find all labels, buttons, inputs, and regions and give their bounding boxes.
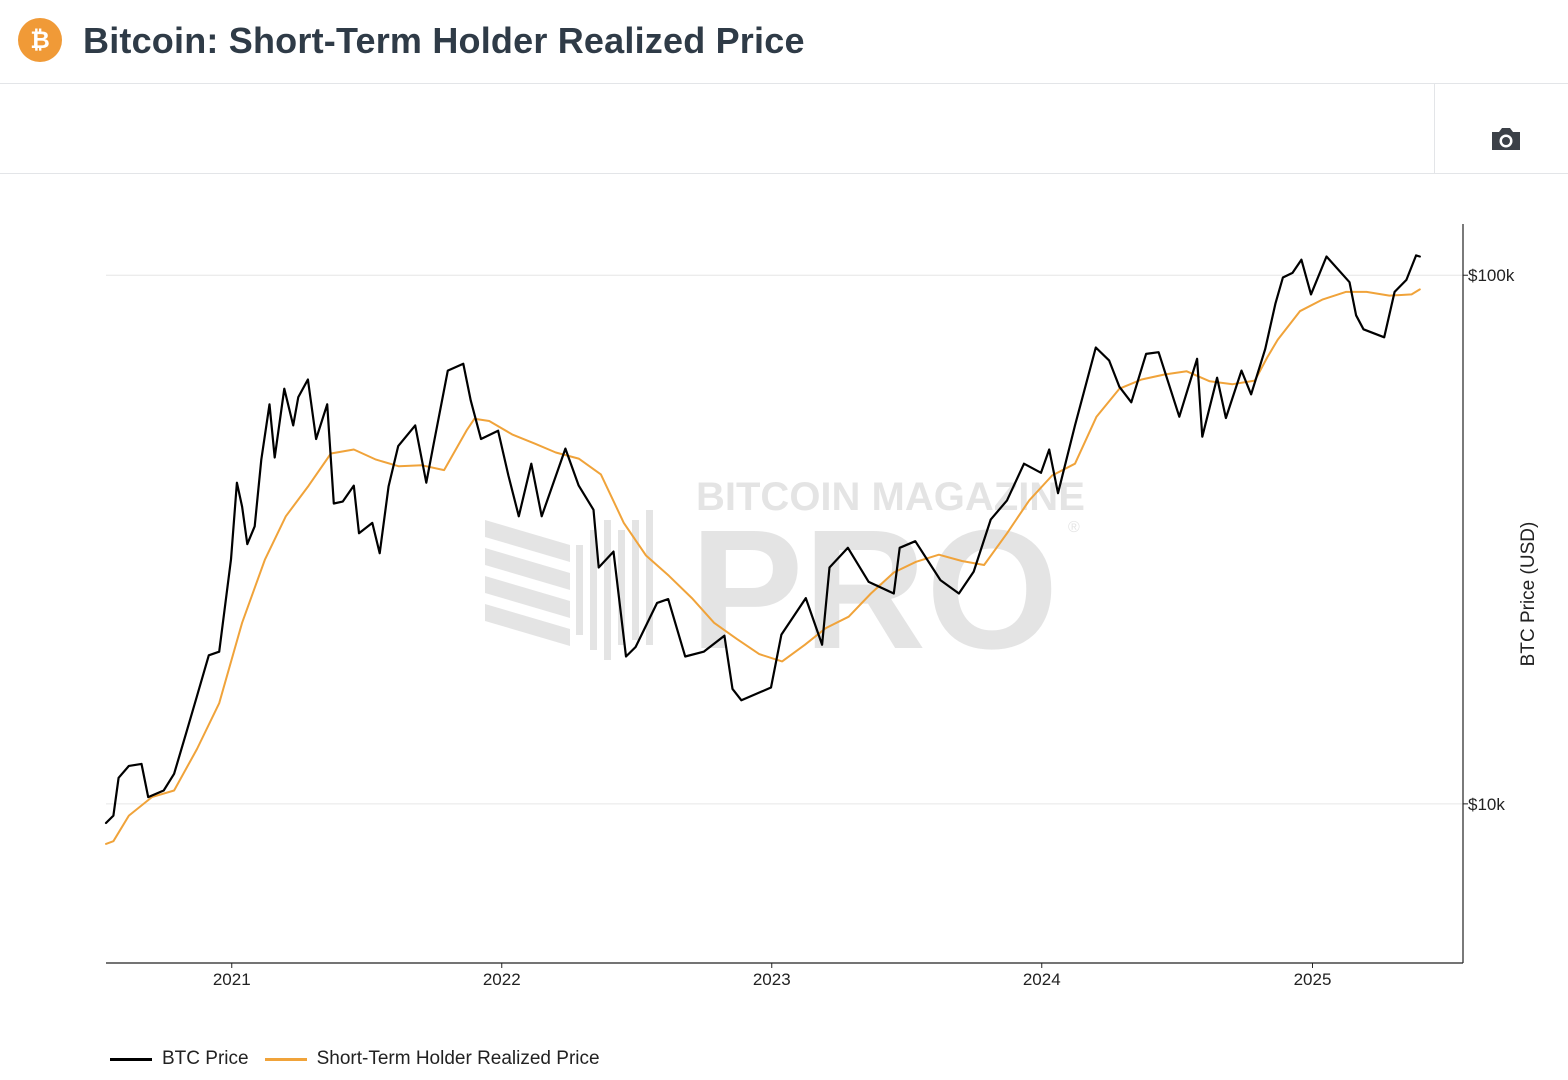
x-tick-label: 2025 (1294, 970, 1332, 989)
chart-legend: BTC Price Short-Term Holder Realized Pri… (110, 1046, 616, 1072)
chart-area: BITCOIN MAGAZINE PRO ® 2021 2022 2023 2024 2… (104, 224, 1539, 989)
x-tick-label: 2023 (753, 970, 791, 989)
x-tick-label: 2024 (1023, 970, 1061, 989)
watermark-logo-mark (485, 510, 653, 660)
bitcoin-logo-icon: ₿ (18, 18, 62, 62)
watermark: BITCOIN MAGAZINE PRO ® (485, 475, 1085, 685)
y-tick-label: $10k (1468, 795, 1505, 814)
legend-item-sth-realized-price[interactable]: Short-Term Holder Realized Price (264, 1048, 600, 1070)
camera-button[interactable] (1486, 120, 1526, 160)
legend-item-btc-price[interactable]: BTC Price (110, 1048, 249, 1070)
bitcoin-logo-glyph: ₿ (30, 26, 50, 54)
watermark-registered: ® (1068, 519, 1080, 536)
series-layer (104, 254, 1421, 845)
y-gridlines (106, 274, 1463, 805)
x-tick-labels: 2021 2022 2023 2024 2025 (213, 963, 1332, 989)
legend-swatch-btc-price (110, 1057, 152, 1061)
chart-toolbar (0, 84, 1568, 174)
toolbar-divider (1434, 84, 1435, 173)
x-tick-label: 2022 (483, 970, 521, 989)
y-tick-labels: $10k $100k (1463, 266, 1515, 814)
series-line-sth-realized-price (105, 288, 1421, 845)
series-line-btc-price (104, 254, 1421, 825)
legend-label-sth-realized-price: Short-Term Holder Realized Price (316, 1048, 600, 1069)
legend-swatch-sth-realized-price (264, 1057, 307, 1061)
page-header: ₿ Bitcoin: Short-Term Holder Realized Pr… (0, 0, 1568, 84)
x-tick-label: 2021 (213, 970, 251, 989)
camera-icon (1492, 128, 1520, 150)
y-axis-title: BTC Price (USD) (1518, 522, 1539, 667)
page-title: Bitcoin: Short-Term Holder Realized Pric… (83, 20, 805, 61)
y-tick-label: $100k (1468, 266, 1515, 285)
legend-label-btc-price: BTC Price (162, 1048, 249, 1069)
watermark-line1: BITCOIN MAGAZINE (696, 475, 1085, 519)
